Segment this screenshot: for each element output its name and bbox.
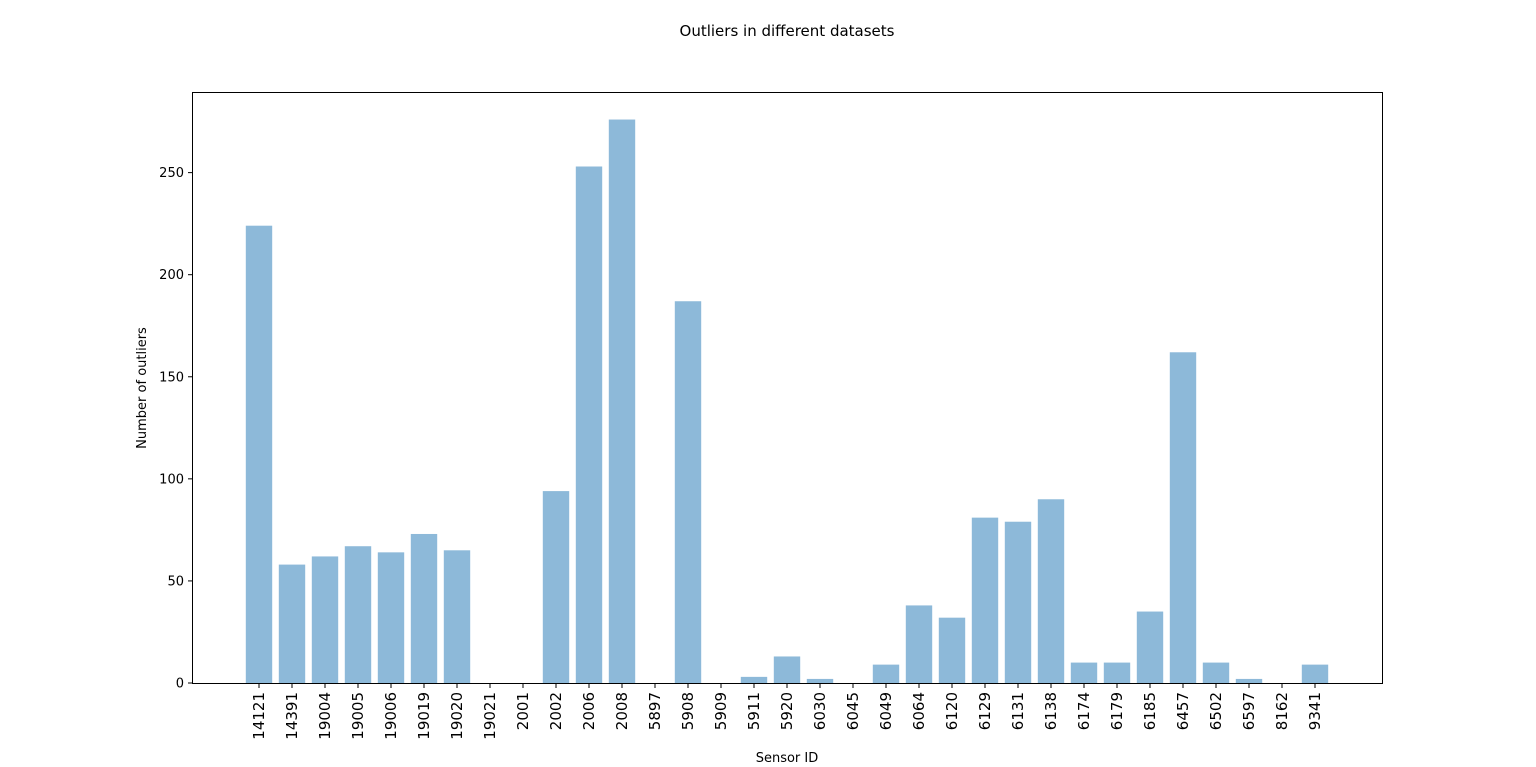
- x-axis-label: Sensor ID: [756, 751, 819, 766]
- x-tick-label-5908: 5908: [679, 692, 697, 730]
- bar-6502: [1202, 662, 1230, 683]
- bar-14391: [278, 564, 306, 683]
- x-tick-label-19004: 19004: [316, 692, 334, 740]
- bar-6120: [938, 617, 966, 683]
- x-tick-label-6502: 6502: [1207, 692, 1225, 730]
- x-tick-label-6131: 6131: [1009, 692, 1027, 730]
- plot-frame: [192, 92, 1383, 684]
- x-tick-label-6064: 6064: [910, 692, 928, 730]
- bar-6597: [1235, 678, 1263, 683]
- x-tick-label-19021: 19021: [481, 692, 499, 740]
- x-tick-label-9341: 9341: [1306, 692, 1324, 730]
- bar-19019: [410, 533, 438, 683]
- x-tick-label-2002: 2002: [547, 692, 565, 730]
- bar-6064: [905, 605, 933, 683]
- x-tick-label-6138: 6138: [1042, 692, 1060, 730]
- bar-19006: [377, 552, 405, 683]
- x-tick-label-14121: 14121: [250, 692, 268, 740]
- x-tick-label-5920: 5920: [778, 692, 796, 730]
- y-tick-label-200: 200: [159, 268, 184, 283]
- x-axis-ticks: 14121 14391 19004 19005 19006 19019 19020 19021…: [250, 683, 1324, 740]
- bars-group: [245, 119, 1329, 683]
- y-tick-label-50: 50: [167, 574, 184, 589]
- bar-6131: [1004, 521, 1032, 683]
- bar-6174: [1070, 662, 1098, 683]
- bar-5920: [773, 656, 801, 683]
- x-tick-label-6597: 6597: [1240, 692, 1258, 730]
- bar-6179: [1103, 662, 1131, 683]
- bar-6138: [1037, 499, 1065, 683]
- x-tick-label-2006: 2006: [580, 692, 598, 730]
- y-tick-label-100: 100: [159, 472, 184, 487]
- x-tick-label-6030: 6030: [811, 692, 829, 730]
- bar-6185: [1136, 611, 1164, 683]
- x-tick-label-6174: 6174: [1075, 692, 1093, 730]
- x-tick-label-6179: 6179: [1108, 692, 1126, 730]
- x-tick-label-19019: 19019: [415, 692, 433, 740]
- chart-title: Outliers in different datasets: [680, 22, 895, 40]
- bar-5911: [740, 676, 768, 683]
- bar-19005: [344, 546, 372, 683]
- bar-6129: [971, 517, 999, 683]
- bar-6049: [872, 664, 900, 683]
- y-tick-label-0: 0: [176, 677, 184, 692]
- x-tick-label-5911: 5911: [745, 692, 763, 730]
- y-axis-label: Number of outliers: [135, 327, 150, 449]
- x-tick-label-6129: 6129: [976, 692, 994, 730]
- bar-2006: [575, 166, 603, 683]
- bar-6457: [1169, 352, 1197, 683]
- x-tick-label-19006: 19006: [382, 692, 400, 740]
- x-tick-label-6120: 6120: [943, 692, 961, 730]
- x-tick-label-2001: 2001: [514, 692, 532, 730]
- x-tick-label-14391: 14391: [283, 692, 301, 740]
- bar-5908: [674, 301, 702, 683]
- bar-9341: [1301, 664, 1329, 683]
- x-tick-label-6045: 6045: [844, 692, 862, 730]
- x-tick-label-2008: 2008: [613, 692, 631, 730]
- bar-2008: [608, 119, 636, 683]
- bar-19020: [443, 550, 471, 683]
- x-tick-label-5909: 5909: [712, 692, 730, 730]
- bar-2002: [542, 491, 570, 683]
- x-tick-label-5897: 5897: [646, 692, 664, 730]
- bar-19004: [311, 556, 339, 683]
- y-axis-ticks: 0 50 100 150 200 250: [159, 166, 193, 692]
- x-tick-label-6185: 6185: [1141, 692, 1159, 730]
- bar-6030: [806, 678, 834, 683]
- x-tick-label-19020: 19020: [448, 692, 466, 740]
- x-tick-label-19005: 19005: [349, 692, 367, 740]
- y-tick-label-250: 250: [159, 166, 184, 181]
- x-tick-label-6457: 6457: [1174, 692, 1192, 730]
- x-tick-label-6049: 6049: [877, 692, 895, 730]
- x-tick-label-8162: 8162: [1273, 692, 1291, 730]
- y-tick-label-150: 150: [159, 370, 184, 385]
- bar-14121: [245, 225, 273, 683]
